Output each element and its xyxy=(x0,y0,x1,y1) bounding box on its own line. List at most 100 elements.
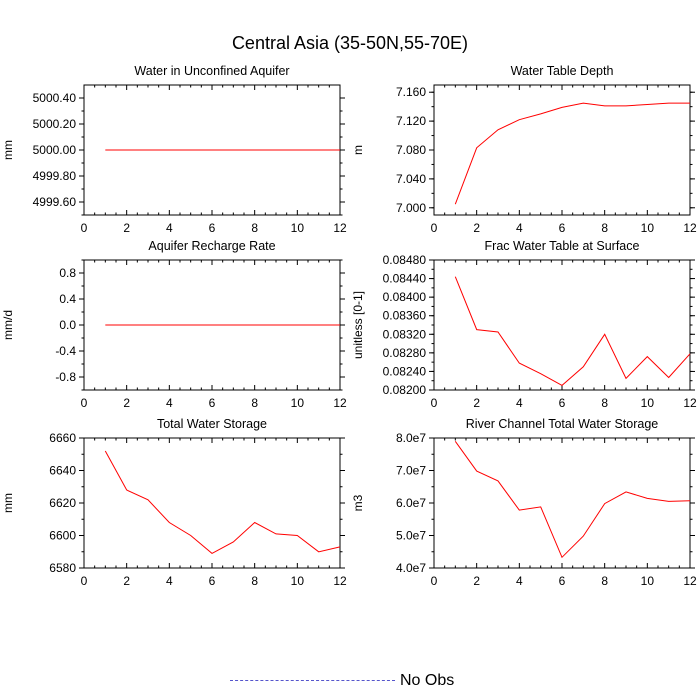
x-tick-label: 0 xyxy=(431,574,438,588)
panel-river-channel-total-water-storage: River Channel Total Water Storage m3 0 2 4 6 8… xyxy=(351,417,697,588)
y-tick-label: 6580 xyxy=(49,561,76,575)
panel-title-aquifer-recharge-rate: Aquifer Recharge Rate xyxy=(148,239,275,253)
x-tick-label: 12 xyxy=(333,221,347,235)
x-tick-label: 6 xyxy=(209,574,216,588)
y-tick-label: 5000.40 xyxy=(33,91,77,105)
y-tick-label: 6640 xyxy=(49,464,76,478)
y-tick-label: 8.0e7 xyxy=(396,431,426,445)
y-tick-label: 6.0e7 xyxy=(396,496,426,510)
legend-label-no-obs: No Obs xyxy=(400,672,455,689)
panel-water-in-unconfined-aquifer: Water in Unconfined Aquifer mm 0 2 4 6 8 10 12 49… xyxy=(1,64,347,235)
y-tick-label: 7.160 xyxy=(396,85,426,99)
y-axis-label-frac-water-table-at-surface: unitless [0-1] xyxy=(351,291,365,359)
y-tick-label: 6660 xyxy=(49,431,76,445)
x-tick-label: 6 xyxy=(209,396,216,410)
panel-water-table-depth: Water Table Depth m 0 2 4 6 8 10 12 7.000 7.040 7.0… xyxy=(351,64,697,235)
y-tick-label: 0.08440 xyxy=(383,272,427,286)
y-tick-label: 6600 xyxy=(49,529,76,543)
x-tick-label: 12 xyxy=(683,221,697,235)
y-tick-label: 0.08400 xyxy=(383,290,427,304)
x-tick-label: 2 xyxy=(123,221,130,235)
x-tick-label: 4 xyxy=(166,396,173,410)
y-tick-label: 5000.00 xyxy=(33,143,77,157)
panel-title-water-in-unconfined-aquifer: Water in Unconfined Aquifer xyxy=(134,64,289,78)
y-tick-label: 0.0 xyxy=(59,318,76,332)
x-tick-label: 8 xyxy=(251,574,258,588)
y-tick-label: 4999.80 xyxy=(33,169,77,183)
x-tick-label: 10 xyxy=(641,574,655,588)
x-tick-label: 10 xyxy=(291,221,305,235)
series-line-1850-140-total-water-storage xyxy=(104,450,341,555)
x-tick-label: 12 xyxy=(683,396,697,410)
y-axis-label-water-in-unconfined-aquifer: mm xyxy=(1,140,15,160)
x-tick-label: 8 xyxy=(601,221,608,235)
y-tick-label: 7.000 xyxy=(396,201,426,215)
x-tick-label: 12 xyxy=(333,574,347,588)
y-tick-label: 0.4 xyxy=(59,292,76,306)
y-tick-label: 0.08320 xyxy=(383,327,427,341)
figure-title: Central Asia (35-50N,55-70E) xyxy=(231,33,469,53)
plot-frame-frac-water-table-at-surface xyxy=(433,259,691,391)
panel-title-river-channel-total-water-storage: River Channel Total Water Storage xyxy=(466,417,659,431)
y-tick-label: 7.0e7 xyxy=(396,464,426,478)
x-tick-label: 4 xyxy=(516,396,523,410)
legend-entry-no-obs: No Obs xyxy=(230,670,530,692)
panel-frac-water-table-at-surface: Frac Water Table at Surface unitless [0-1… xyxy=(351,239,697,410)
x-tick-label: 0 xyxy=(431,221,438,235)
series-line-1850-140-river-channel-total-water-storage xyxy=(454,441,691,559)
y-tick-label: 7.040 xyxy=(396,172,426,186)
y-tick-label: 5000.20 xyxy=(33,117,77,131)
y-axis-label-water-table-depth: m xyxy=(351,145,365,155)
plot-frame-total-water-storage xyxy=(83,437,341,569)
y-tick-label: 7.080 xyxy=(396,143,426,157)
panel-total-water-storage: Total Water Storage mm 0 2 4 6 8 10 12 6580 6600 66… xyxy=(1,417,347,588)
x-tick-label: 4 xyxy=(516,574,523,588)
legend-line-no-obs xyxy=(230,680,395,681)
plot-frame-river-channel-total-water-storage xyxy=(433,437,691,569)
y-tick-label: 0.08280 xyxy=(383,346,427,360)
y-tick-label: -0.8 xyxy=(55,370,76,384)
series-line-1850-140-water-table-depth xyxy=(454,102,690,205)
x-tick-label: 6 xyxy=(559,574,566,588)
x-tick-label: 10 xyxy=(291,396,305,410)
y-axis-label-total-water-storage: mm xyxy=(1,493,15,513)
x-tick-label: 6 xyxy=(209,221,216,235)
y-tick-label: 0.08240 xyxy=(383,364,427,378)
y-tick-label: 5.0e7 xyxy=(396,529,426,543)
x-tick-label: 0 xyxy=(431,396,438,410)
x-tick-label: 6 xyxy=(559,221,566,235)
x-tick-label: 10 xyxy=(291,574,305,588)
x-tick-label: 4 xyxy=(166,574,173,588)
x-tick-label: 8 xyxy=(251,221,258,235)
panel-aquifer-recharge-rate: Aquifer Recharge Rate mm/d 0 2 4 6 8 10 12 -0.8 -0… xyxy=(1,239,347,410)
x-tick-label: 2 xyxy=(473,221,480,235)
x-tick-label: 4 xyxy=(166,221,173,235)
x-tick-label: 8 xyxy=(601,574,608,588)
x-tick-label: 8 xyxy=(601,396,608,410)
y-tick-label: 0.08200 xyxy=(383,383,427,397)
series-line-1850-140-frac-water-table-at-surface xyxy=(454,276,691,387)
x-tick-label: 2 xyxy=(473,574,480,588)
y-axis-label-river-channel-total-water-storage: m3 xyxy=(351,494,365,511)
x-tick-label: 4 xyxy=(516,221,523,235)
panel-title-water-table-depth: Water Table Depth xyxy=(511,64,614,78)
x-tick-label: 10 xyxy=(641,396,655,410)
panel-title-total-water-storage: Total Water Storage xyxy=(157,417,267,431)
x-tick-label: 2 xyxy=(123,396,130,410)
y-tick-label: -0.4 xyxy=(55,344,76,358)
x-tick-label: 10 xyxy=(641,221,655,235)
y-tick-label: 4.0e7 xyxy=(396,561,426,575)
y-tick-label: 6620 xyxy=(49,496,76,510)
x-tick-label: 2 xyxy=(123,574,130,588)
y-tick-label: 0.8 xyxy=(59,266,76,280)
y-tick-label: 4999.60 xyxy=(33,195,77,209)
x-tick-label: 12 xyxy=(683,574,697,588)
x-tick-label: 2 xyxy=(473,396,480,410)
y-tick-label: 0.08480 xyxy=(383,253,427,267)
x-tick-label: 8 xyxy=(251,396,258,410)
x-tick-label: 0 xyxy=(81,396,88,410)
y-axis-label-aquifer-recharge-rate: mm/d xyxy=(1,310,15,340)
panel-title-frac-water-table-at-surface: Frac Water Table at Surface xyxy=(485,239,640,253)
